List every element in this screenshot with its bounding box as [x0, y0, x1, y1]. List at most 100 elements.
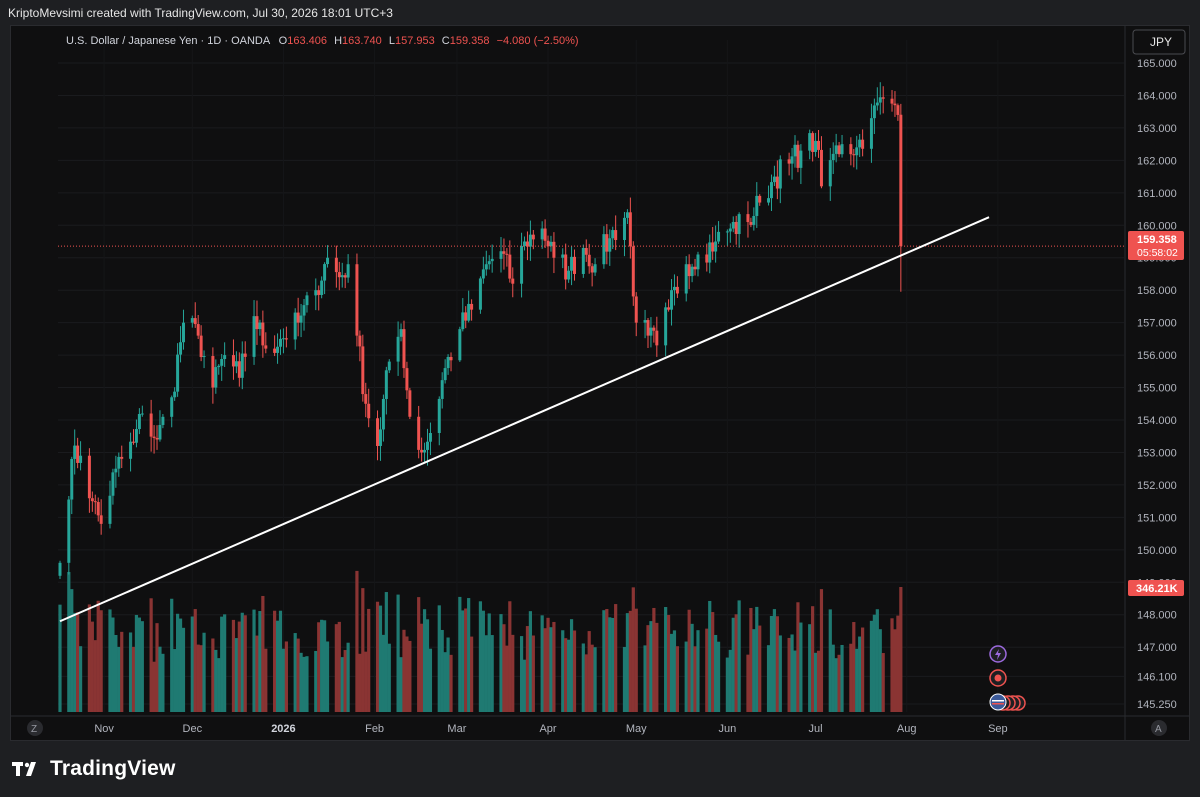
candle-body — [179, 342, 183, 355]
candle-body — [108, 495, 112, 524]
candle-body — [470, 303, 474, 310]
event-markers[interactable] — [989, 645, 1026, 711]
candle-body — [573, 256, 576, 274]
candle-body — [443, 368, 447, 381]
volume-bar — [58, 604, 62, 712]
volume-bar — [614, 604, 618, 712]
volume-bar — [299, 652, 303, 712]
volume-bar — [449, 654, 453, 712]
candle-body — [849, 144, 853, 155]
candle-body — [528, 234, 532, 247]
volume-bar — [778, 635, 782, 712]
candle-body — [511, 278, 515, 284]
volume-bar — [499, 614, 503, 712]
volume-bar — [605, 608, 609, 712]
volume-bar — [96, 600, 100, 712]
volume-bar — [819, 589, 824, 712]
time-axis: Nov Dec 2026 Feb Mar Apr May Jun Jul Aug Sep — [94, 723, 1007, 735]
candle-body — [872, 105, 876, 119]
candle-body — [484, 264, 488, 270]
candle-body — [90, 498, 94, 502]
volume-bar — [258, 611, 262, 712]
price-badge-value: 159.358 — [1137, 234, 1177, 246]
candle-body — [561, 254, 565, 258]
candle-body — [440, 380, 444, 399]
candle-body — [176, 354, 180, 392]
volume-bar — [378, 605, 383, 712]
candle-body — [140, 413, 144, 415]
price-tick-label: 153.000 — [1137, 447, 1177, 459]
candle-body — [305, 295, 309, 306]
volume-bar — [490, 635, 494, 712]
candle-body — [861, 139, 865, 149]
price-tick-label: 151.000 — [1137, 512, 1177, 524]
volume-bar — [70, 589, 74, 712]
candle-body — [531, 234, 535, 240]
price-tick-label: 152.000 — [1137, 480, 1177, 492]
volume-bar — [484, 635, 488, 712]
candle-body — [284, 338, 288, 340]
volume-bar — [611, 617, 615, 712]
volume-bar — [323, 620, 327, 712]
volume-bar — [890, 618, 894, 712]
volume-bar — [567, 639, 571, 712]
volume-bar — [478, 601, 483, 712]
volume-bar — [381, 634, 385, 712]
candle-body — [190, 318, 194, 323]
candle-body — [649, 327, 653, 336]
candle-body — [634, 296, 638, 323]
volume-bar — [502, 624, 506, 712]
volume-bar — [446, 637, 450, 712]
candle-body — [837, 145, 841, 155]
volume-bar — [705, 628, 709, 712]
legend-symbol: U.S. Dollar / Japanese Yen · 1D · OANDA — [66, 35, 271, 47]
volume-bar — [202, 632, 206, 712]
volume-bar — [655, 622, 659, 712]
candle-body — [117, 456, 121, 469]
volume-bar — [76, 612, 80, 712]
candle-body — [196, 324, 200, 336]
candle-body — [152, 436, 156, 438]
candle-body — [543, 228, 547, 241]
volume-bar — [813, 652, 818, 712]
candle-body — [523, 241, 527, 246]
candle-body — [173, 391, 177, 398]
volume-bar — [134, 614, 139, 712]
volume-bar — [725, 657, 729, 712]
volume-bar — [128, 632, 133, 712]
candle-body — [875, 102, 879, 106]
candle-body — [458, 329, 462, 361]
volume-bar — [746, 654, 750, 712]
candle-body — [276, 346, 280, 353]
candle-body — [581, 247, 585, 274]
volume-bar — [467, 598, 471, 712]
volume-bar — [255, 635, 259, 712]
candle-body — [73, 445, 77, 459]
volume-bar — [176, 613, 180, 712]
candle-body — [584, 247, 588, 255]
candle-body — [281, 338, 285, 340]
candle-body — [120, 456, 124, 459]
volume-bar — [364, 651, 368, 712]
auto-scale-right-button[interactable]: A — [1151, 720, 1167, 736]
candles — [58, 82, 903, 580]
candle-body — [587, 254, 591, 267]
candle-body — [317, 290, 321, 295]
currency-button[interactable]: JPY — [1132, 29, 1186, 55]
chart-frame[interactable] — [10, 25, 1190, 741]
volume-bar — [220, 616, 224, 712]
volume-bar — [302, 656, 306, 712]
candle-body — [625, 212, 629, 218]
auto-scale-left-button[interactable]: Z — [27, 720, 43, 736]
volume-bar — [875, 609, 879, 712]
volume-bar — [284, 641, 288, 712]
candle-body — [258, 322, 262, 330]
candle-body — [199, 335, 203, 358]
volume-bar — [693, 646, 697, 712]
candle-body — [705, 254, 709, 263]
volume-bar — [811, 606, 815, 712]
candle-body — [358, 335, 362, 347]
volume-bar — [519, 636, 524, 712]
volume-bar — [231, 619, 236, 712]
